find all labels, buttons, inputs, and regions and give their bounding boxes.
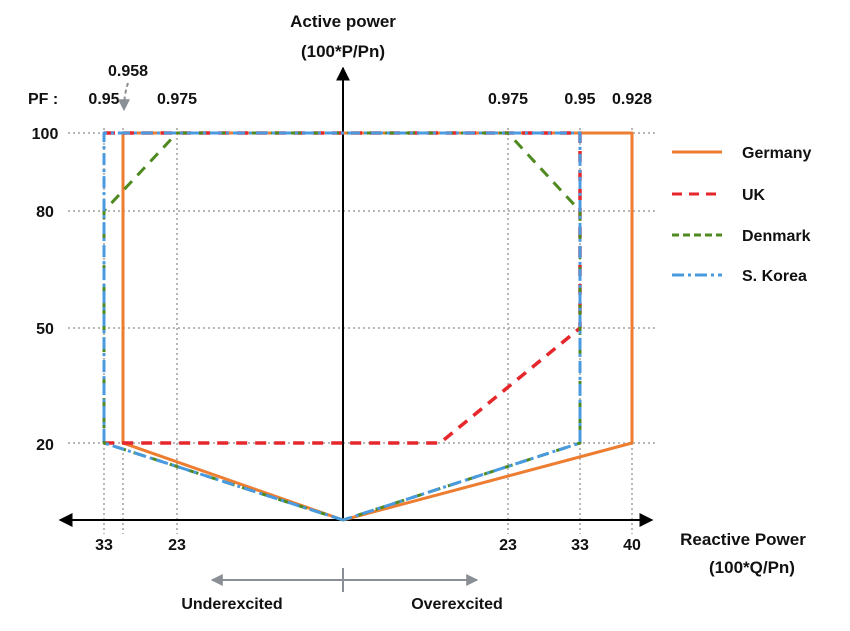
x-axis-title-line1: Reactive Power — [680, 530, 806, 549]
y-tick-50: 50 — [36, 321, 54, 338]
series-group — [102, 131, 634, 522]
pf-label-right-0: 0.975 — [488, 91, 528, 108]
legend-label-denmark: Denmark — [742, 228, 811, 245]
series-line-germany — [121, 131, 634, 522]
legend: Germany UK Denmark S. Korea — [672, 145, 811, 285]
axes — [58, 66, 654, 527]
y-axis-title-line1: Active power — [290, 12, 396, 31]
legend-label-uk: UK — [742, 187, 766, 204]
y-tick-80: 80 — [36, 204, 54, 221]
pf-prefix: PF : — [28, 91, 58, 108]
series-line-s-korea — [102, 131, 582, 522]
x-tick-right-23: 23 — [499, 537, 517, 554]
pf-label-left-1: 0.958 — [108, 63, 148, 80]
y-axis-title-line2: (100*P/Pn) — [301, 42, 385, 61]
underexcited-label: Underexcited — [181, 596, 282, 613]
x-tick-right-40: 40 — [623, 537, 641, 554]
x-tick-left-33: 33 — [95, 537, 113, 554]
gridlines — [68, 128, 655, 534]
y-tick-20: 20 — [36, 437, 54, 454]
overexcited-label: Overexcited — [411, 596, 503, 613]
legend-label-germany: Germany — [742, 145, 811, 162]
pf-label-left-2: 0.975 — [157, 91, 197, 108]
series-line-denmark — [102, 131, 582, 522]
x-tick-right-33: 33 — [571, 537, 589, 554]
pf-label-right-1: 0.95 — [564, 91, 595, 108]
pf-label-right-2: 0.928 — [612, 91, 652, 108]
x-axis-title-line2: (100*Q/Pn) — [709, 558, 795, 577]
x-tick-left-23: 23 — [168, 537, 186, 554]
y-tick-100: 100 — [32, 126, 59, 143]
pf-label-left-0: 0.95 — [88, 91, 119, 108]
legend-label-s-korea: S. Korea — [742, 268, 807, 285]
pf-0958-arrow — [118, 82, 131, 112]
